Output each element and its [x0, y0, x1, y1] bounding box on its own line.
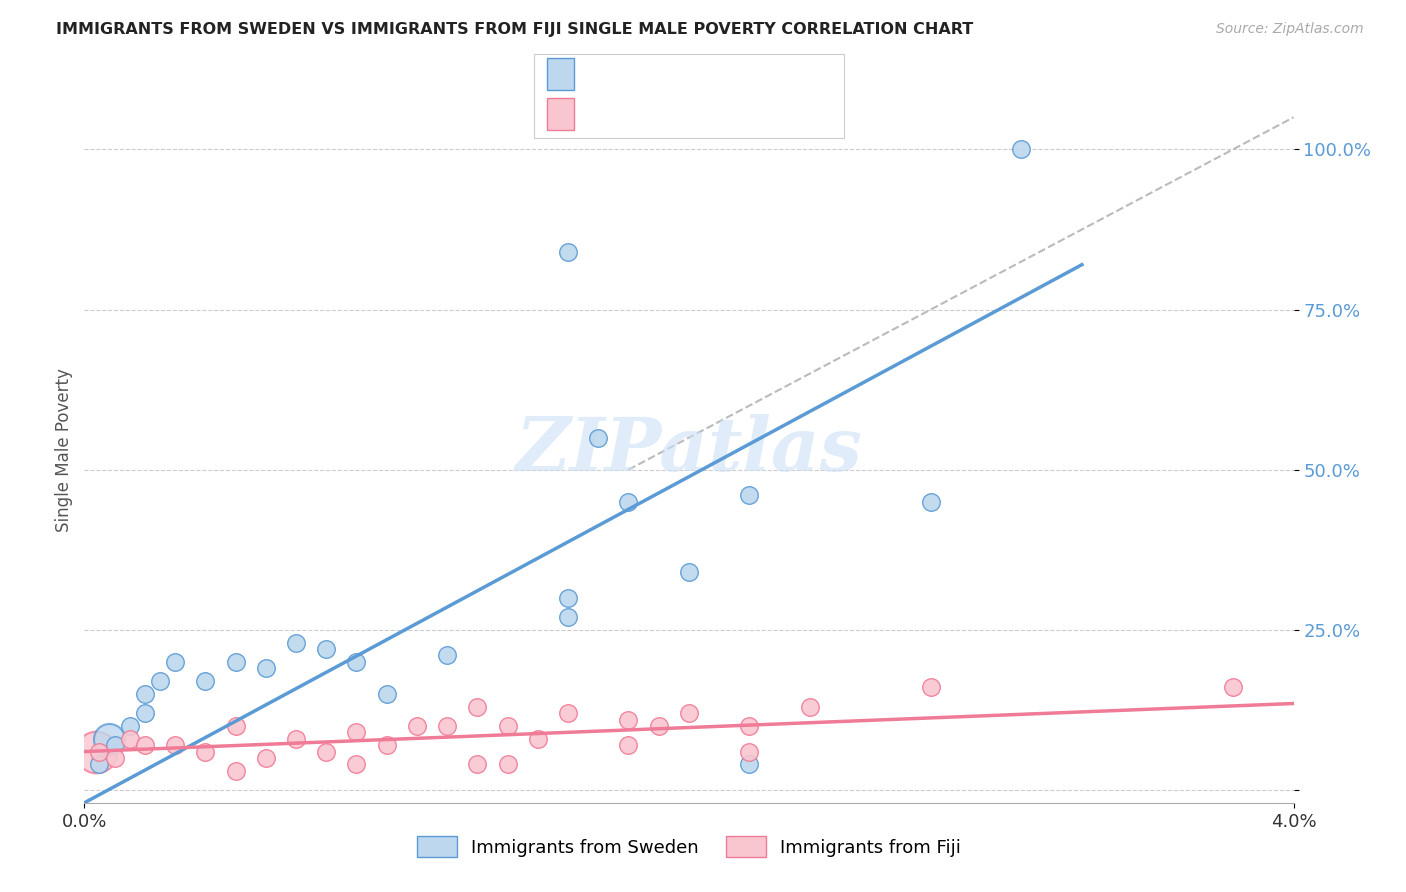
Point [89, 757, 111, 772]
Point [165, 655, 187, 669]
Text: N =: N = [704, 65, 741, 83]
Point [1011, 142, 1033, 156]
Point [738, 488, 761, 502]
Point [436, 648, 458, 663]
Point [194, 674, 217, 689]
Point [557, 244, 579, 259]
Point [165, 738, 187, 752]
Point [285, 635, 308, 649]
Point [738, 745, 761, 759]
Point [738, 757, 761, 772]
Point [149, 674, 172, 689]
Legend: Immigrants from Sweden, Immigrants from Fiji: Immigrants from Sweden, Immigrants from … [409, 829, 969, 864]
Point [920, 494, 942, 508]
Point [104, 751, 127, 765]
Text: R =: R = [581, 104, 617, 123]
Point [617, 738, 640, 752]
Point [617, 494, 640, 508]
Point [254, 751, 277, 765]
Point [225, 719, 247, 733]
FancyBboxPatch shape [534, 54, 844, 138]
Point [89, 745, 111, 759]
FancyBboxPatch shape [547, 58, 575, 90]
Point [467, 757, 489, 772]
Point [467, 699, 489, 714]
Point [375, 687, 398, 701]
Text: N =: N = [704, 104, 741, 123]
Point [254, 661, 277, 675]
Text: 0.643: 0.643 [617, 65, 671, 83]
Text: Source: ZipAtlas.com: Source: ZipAtlas.com [1216, 22, 1364, 37]
Point [225, 764, 247, 778]
Point [346, 757, 368, 772]
Point [194, 745, 217, 759]
Point [678, 706, 700, 720]
Point [557, 706, 579, 720]
Point [1222, 681, 1244, 695]
Point [648, 719, 671, 733]
Point [285, 731, 308, 746]
Point [557, 591, 579, 605]
Point [315, 642, 337, 657]
Point [496, 757, 519, 772]
Point [799, 699, 821, 714]
FancyBboxPatch shape [547, 97, 575, 130]
Point [134, 687, 156, 701]
Point [375, 738, 398, 752]
Point [496, 719, 519, 733]
Point [118, 719, 141, 733]
Point [617, 713, 640, 727]
Point [557, 610, 579, 624]
Point [97, 731, 120, 746]
Point [346, 725, 368, 739]
Point [406, 719, 429, 733]
Text: IMMIGRANTS FROM SWEDEN VS IMMIGRANTS FROM FIJI SINGLE MALE POVERTY CORRELATION C: IMMIGRANTS FROM SWEDEN VS IMMIGRANTS FRO… [56, 22, 973, 37]
Point [527, 731, 550, 746]
Point [346, 655, 368, 669]
Point [678, 565, 700, 579]
Y-axis label: Single Male Poverty: Single Male Poverty [55, 368, 73, 533]
Point [134, 738, 156, 752]
Point [225, 655, 247, 669]
Point [104, 738, 127, 752]
Point [86, 745, 108, 759]
Text: 22: 22 [745, 104, 768, 123]
Point [738, 719, 761, 733]
Point [118, 731, 141, 746]
Point [920, 681, 942, 695]
Text: R =: R = [581, 65, 617, 83]
Point [315, 745, 337, 759]
Point [436, 719, 458, 733]
Point [588, 431, 610, 445]
Text: 17: 17 [745, 65, 768, 83]
Text: ZIPatlas: ZIPatlas [516, 414, 862, 487]
Text: 0.236: 0.236 [617, 104, 671, 123]
Point [134, 706, 156, 720]
